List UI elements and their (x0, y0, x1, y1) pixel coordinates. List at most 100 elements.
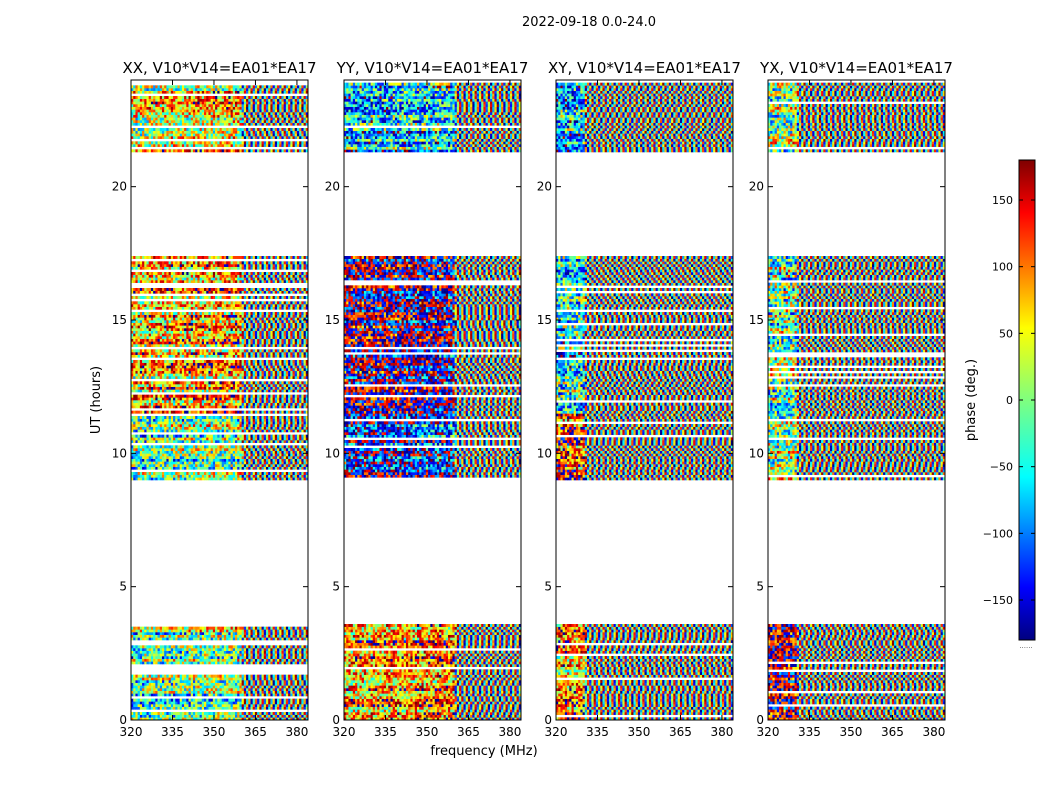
phase-cell (248, 717, 251, 720)
phase-cell (190, 693, 194, 697)
phase-cell (303, 445, 307, 449)
phase-cell (248, 456, 251, 459)
phase-cell (305, 645, 308, 649)
phase-cell (133, 680, 136, 683)
phase-cell (254, 456, 258, 459)
phase-cell (259, 706, 262, 710)
phase-cell (186, 674, 189, 678)
phase-cell (212, 437, 216, 441)
phase-cell (135, 368, 138, 371)
phase-cell (303, 418, 307, 422)
phase-cell (230, 461, 234, 465)
phase-cell (208, 682, 211, 686)
phase-cell (294, 370, 298, 374)
phase-cell (283, 429, 287, 433)
phase-cell (135, 424, 138, 427)
phase-cell (292, 453, 296, 457)
phase-cell (234, 418, 238, 422)
phase-cell (226, 368, 229, 371)
phase-cell (155, 434, 158, 438)
phase-cell (223, 464, 227, 467)
phase-cell (226, 370, 229, 374)
phase-cell (192, 464, 196, 467)
phase-cell (186, 661, 189, 665)
phase-cell (148, 656, 152, 659)
phase-cell (175, 706, 178, 710)
phase-cell (150, 405, 154, 409)
phase-cell (190, 632, 194, 635)
phase-cell (296, 648, 300, 651)
phase-cell (292, 626, 296, 630)
phase-cell (131, 453, 134, 457)
phase-cell (161, 450, 165, 454)
phase-cell (217, 400, 220, 403)
phase-cell (139, 677, 143, 681)
phase-cell (217, 650, 220, 654)
phase-cell (184, 397, 187, 401)
phase-cell (221, 648, 225, 651)
phase-cell (166, 714, 169, 718)
phase-cell (299, 714, 302, 718)
phase-cell (181, 456, 185, 459)
phase-cell (197, 472, 200, 475)
phase-cell (239, 440, 242, 443)
phase-cell (241, 698, 245, 702)
phase-cell (186, 424, 189, 427)
phase-cell (173, 714, 176, 718)
phase-cell (239, 445, 242, 449)
phase-cell (268, 629, 271, 633)
phase-cell (279, 464, 282, 467)
phase-cell (250, 712, 253, 715)
phase-cell (155, 690, 158, 694)
phase-cell (292, 418, 296, 422)
phase-cell (294, 434, 298, 438)
phase-cell (274, 384, 278, 387)
phase-cell (184, 450, 187, 454)
phase-cell (208, 418, 211, 422)
phase-cell (261, 410, 265, 414)
phase-cell (161, 693, 165, 697)
phase-cell (153, 658, 156, 662)
phase-cell (155, 645, 158, 649)
phase-cell (268, 458, 271, 462)
phase-cell (232, 477, 236, 481)
phase-cell (146, 386, 149, 390)
phase-cell (252, 685, 256, 689)
phase-cell (146, 434, 149, 438)
phase-cell (212, 634, 216, 638)
phase-cell (232, 690, 236, 694)
phase-cell (270, 429, 273, 433)
phase-cell (181, 405, 185, 409)
phase-cell (173, 405, 176, 409)
phase-cell (146, 682, 149, 686)
phase-cell (142, 450, 145, 454)
phase-cell (272, 397, 276, 401)
phase-cell (257, 402, 260, 406)
phase-cell (234, 450, 238, 454)
phase-cell (274, 402, 278, 406)
phase-cell (148, 416, 152, 419)
phase-cell (159, 472, 163, 475)
phase-cell (181, 453, 185, 457)
phase-cell (188, 690, 192, 694)
phase-cell (243, 690, 247, 694)
phase-cell (268, 717, 271, 720)
phase-cell (261, 632, 265, 635)
phase-cell (250, 402, 253, 406)
phase-cell (208, 386, 211, 390)
phase-cell (268, 464, 271, 467)
phase-cell (157, 456, 161, 459)
phase-cell (175, 434, 178, 438)
phase-cell (290, 648, 293, 651)
phase-cell (153, 704, 156, 707)
phase-cell (139, 437, 143, 441)
phase-cell (246, 637, 249, 641)
phase-cell (164, 645, 167, 649)
phase-cell (217, 680, 220, 683)
phase-cell (168, 661, 172, 665)
phase-cell (177, 437, 180, 441)
phase-cell (290, 477, 293, 481)
phase-cell (150, 416, 154, 419)
phase-cell (296, 405, 300, 409)
phase-cell (181, 674, 185, 678)
